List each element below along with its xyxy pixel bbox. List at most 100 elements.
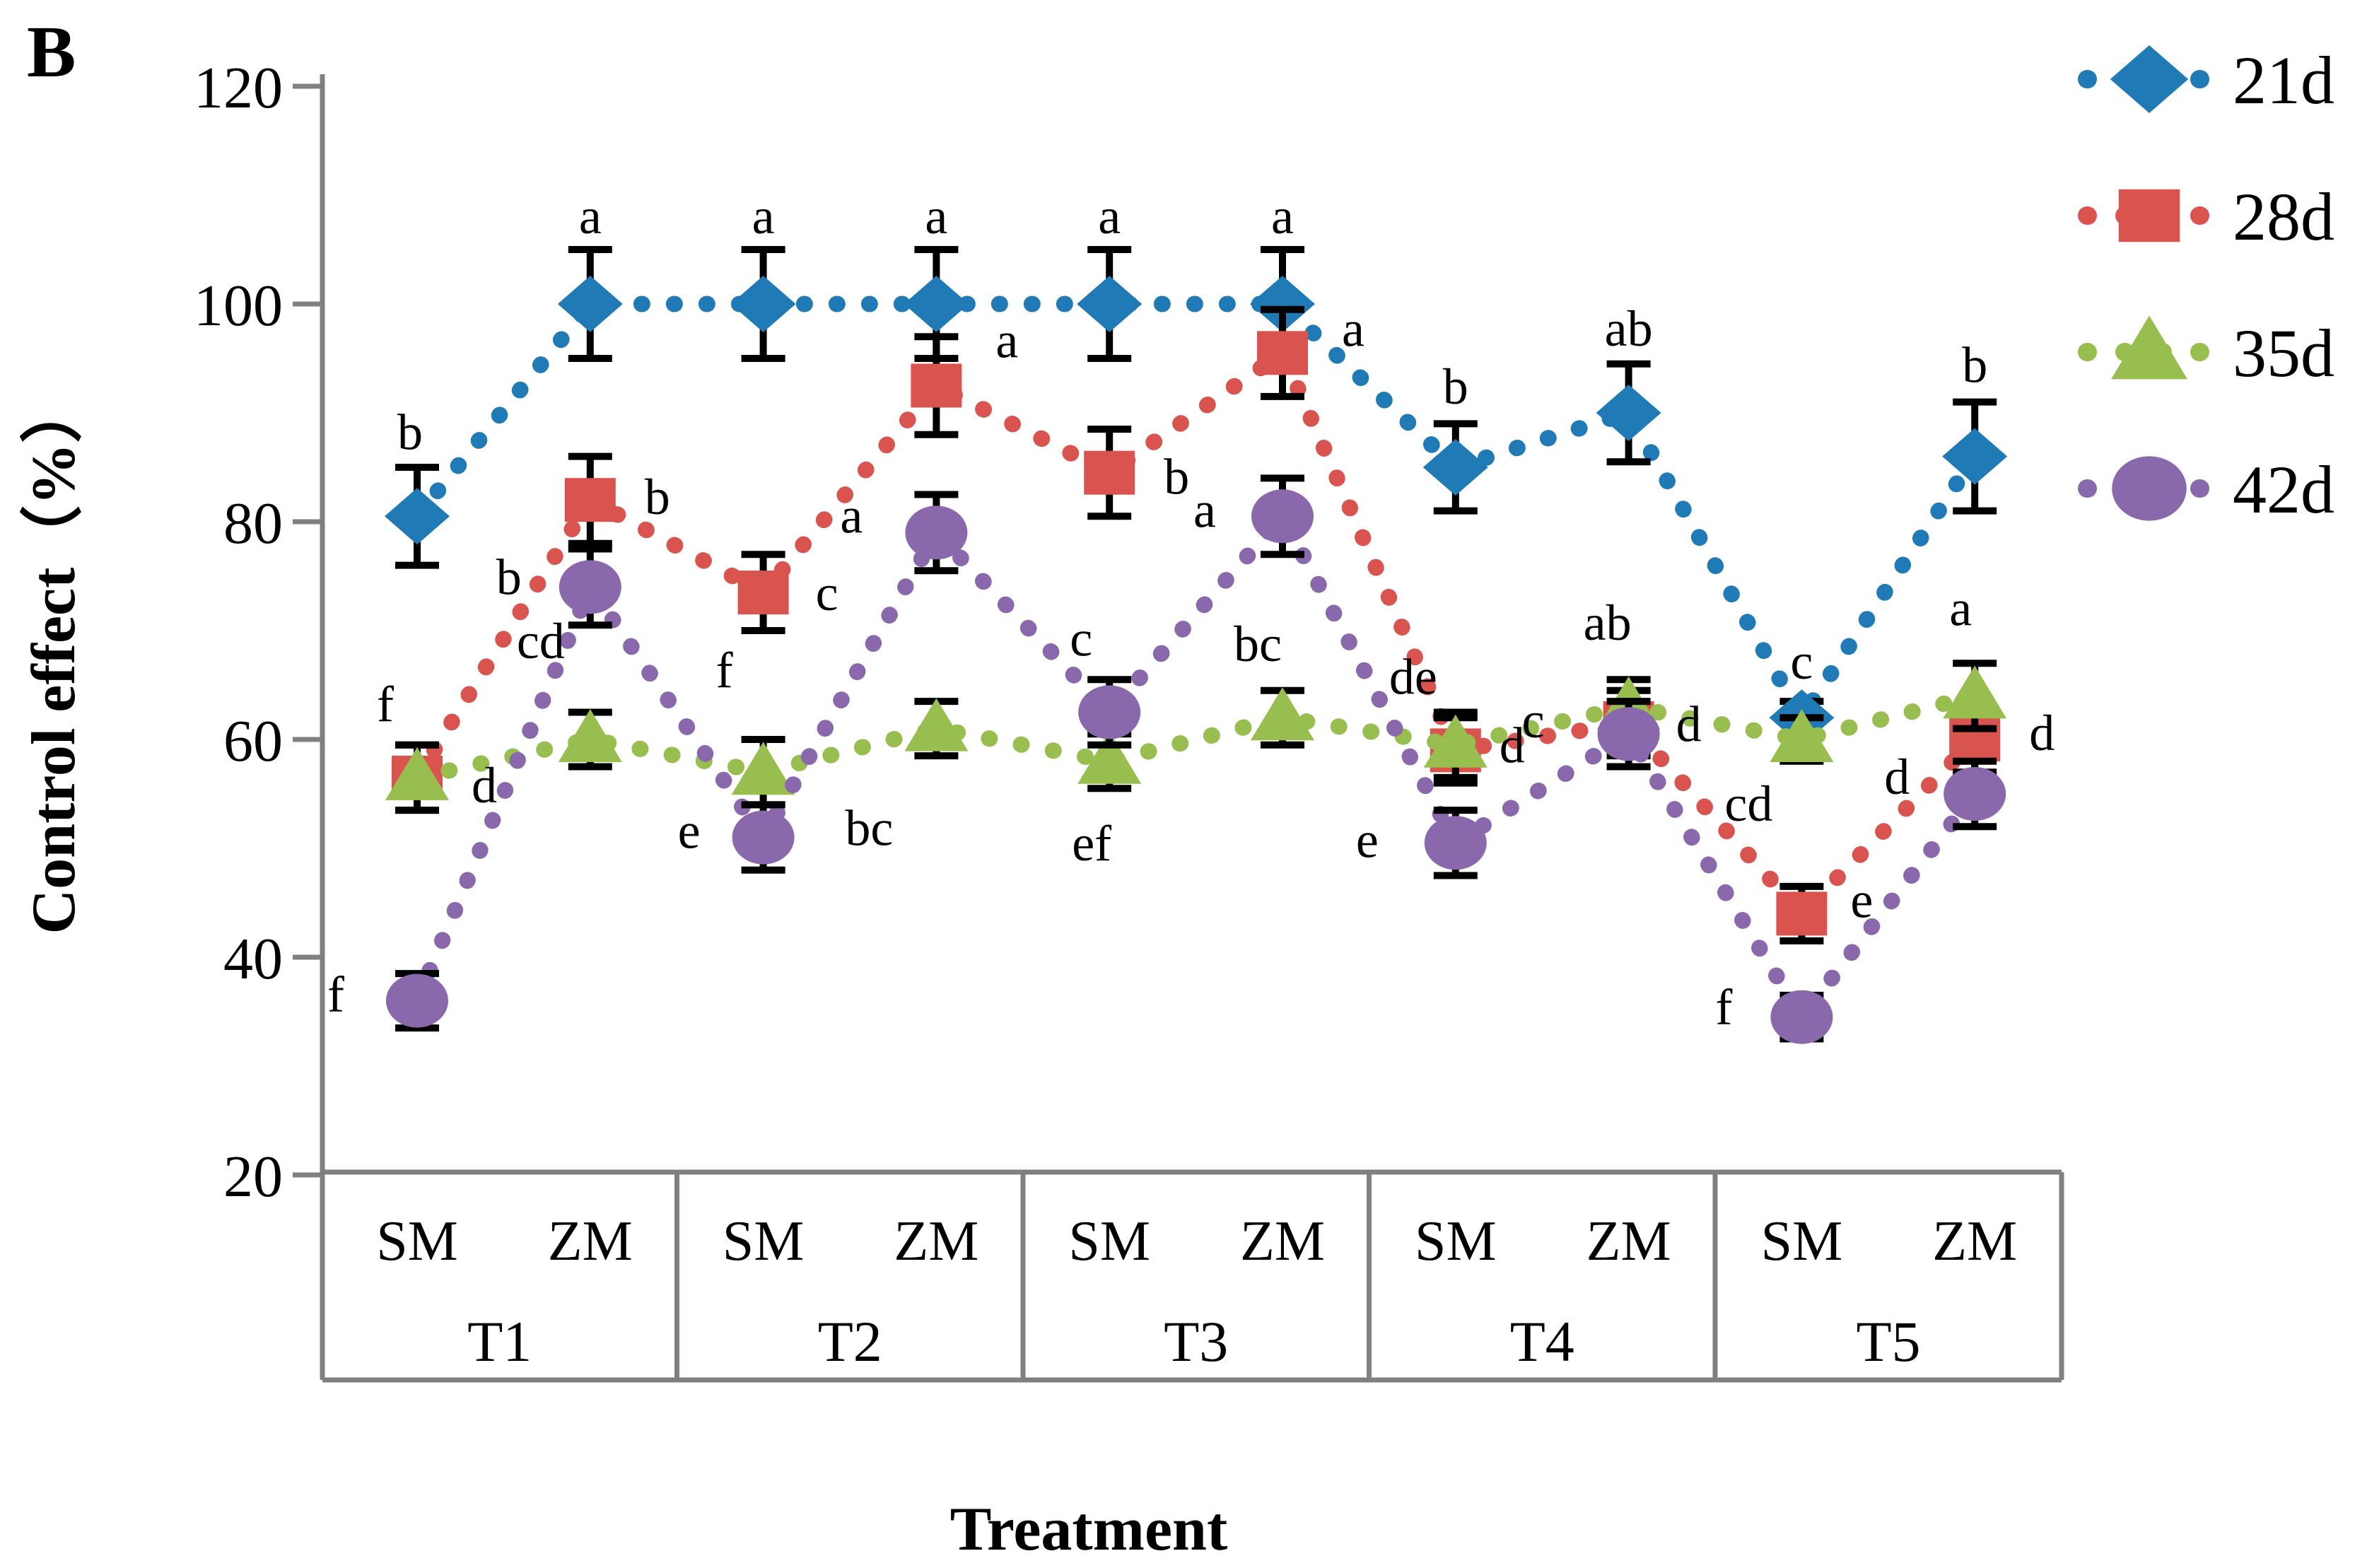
marker-42d-T4-ZM (1597, 707, 1660, 761)
y-tick-label: 60 (223, 708, 283, 774)
sig-letter-28d-T3-SM: b (1164, 449, 1189, 505)
legend: 21d 28d 35d 42d (2078, 42, 2334, 527)
series-35d (385, 660, 2007, 814)
sig-letter-21d-T3-ZM: a (1271, 188, 1294, 245)
treatment-group-label: T1 (467, 1309, 532, 1374)
sm-zm-label: SM (376, 1210, 458, 1272)
plot-area: 120 100 80 60 40 20 SM ZM SM ZM SM ZM SM ZM SM ZM T1 T2 T3… (194, 55, 2064, 1383)
marker-42d-T1-SM (386, 973, 448, 1028)
series-42d (386, 474, 2006, 1044)
series-line-35d (409, 687, 1983, 786)
marker-42d-T2-ZM (905, 505, 968, 560)
marker-42d-T3-SM (1078, 685, 1141, 739)
marker-35d-T3-ZM (1251, 687, 1314, 741)
sig-letter-42d-T5-ZM: d (1884, 749, 1910, 805)
series-21d (385, 246, 2008, 747)
sig-letter-42d-T5-SM: f (1715, 979, 1732, 1036)
sm-zm-label: ZM (1240, 1210, 1325, 1272)
sm-zm-label: SM (1761, 1210, 1843, 1272)
sig-letter-35d-T3-ZM: bc (1234, 616, 1282, 672)
marker-28d-T2-ZM (911, 363, 962, 408)
marker-35d-T1-ZM (558, 709, 622, 762)
series-line-28d (409, 340, 1983, 926)
marker-42d-T5-ZM (1944, 767, 2006, 821)
legend-marker-35d (2111, 315, 2187, 380)
sig-letter-42d-T4-ZM: d (1676, 696, 1702, 752)
treatment-group-label: T5 (1856, 1309, 1920, 1374)
marker-21d-T3-SM (1077, 276, 1142, 332)
sig-letter-28d-T5-SM: e (1850, 872, 1873, 928)
marker-35d-T3-SM (1077, 730, 1142, 784)
marker-21d-T3-ZM (1250, 276, 1315, 332)
sig-letter-28d-T2-ZM: a (995, 312, 1018, 369)
sig-letter-21d-T2-ZM: a (925, 188, 947, 245)
sm-zm-label: ZM (1586, 1210, 1671, 1272)
treatment-group-label: T4 (1510, 1309, 1574, 1374)
treatment-group-label: T2 (818, 1309, 882, 1374)
legend-item-28d: 28d (2078, 179, 2334, 254)
y-axis-title: Control effect（%） (20, 381, 88, 935)
marker-35d-T5-ZM (1943, 665, 2007, 719)
sig-letter-35d-T1-SM: d (472, 757, 497, 814)
marker-21d-T1-SM (385, 488, 450, 545)
sig-letter-35d-T2-ZM: bc (845, 800, 893, 857)
marker-21d-T2-ZM (904, 276, 969, 332)
y-tick-label: 100 (194, 273, 283, 339)
sm-zm-label: ZM (1932, 1210, 2017, 1272)
sig-letter-35d-T3-SM: ef (1072, 815, 1111, 872)
marker-35d-T2-SM (731, 742, 795, 795)
legend-label-42d: 42d (2233, 452, 2334, 527)
sig-letter-42d-T3-SM: c (1070, 611, 1092, 667)
marker-28d-T3-SM (1084, 450, 1135, 495)
marker-21d-T4-ZM (1596, 385, 1661, 441)
x-axis-title: Treatment (950, 1495, 1228, 1564)
sig-letter-21d-T1-SM: b (397, 404, 423, 460)
sig-letter-35d-T4-ZM: ab (1584, 595, 1632, 651)
sig-letter-42d-T4-SM: e (1356, 812, 1379, 868)
marker-35d-T4-SM (1423, 714, 1488, 768)
marker-21d-T1-ZM (557, 276, 623, 332)
treatment-group-label: T3 (1164, 1309, 1228, 1374)
legend-item-35d: 35d (2078, 315, 2334, 391)
legend-marker-42d (2112, 456, 2187, 521)
sig-letter-28d-T1-ZM: b (645, 469, 670, 525)
legend-item-21d: 21d (2078, 42, 2334, 118)
y-tick-label: 80 (223, 491, 283, 556)
legend-label-21d: 21d (2233, 42, 2334, 118)
sig-letter-42d-T1-SM: f (327, 966, 344, 1023)
sm-zm-label: SM (1415, 1210, 1497, 1272)
y-tick-label: 20 (223, 1144, 283, 1210)
sig-letter-28d-T1-SM: f (377, 676, 394, 732)
marker-28d-T3-ZM (1257, 331, 1308, 375)
marker-35d-T2-ZM (904, 698, 969, 751)
marker-42d-T5-SM (1770, 990, 1833, 1044)
sig-letter-35d-T5-SM: cd (1724, 776, 1772, 832)
y-tick-label: 120 (194, 55, 283, 121)
sig-letter-42d-T2-SM: e (678, 803, 701, 860)
marker-21d-T5-ZM (1942, 428, 2008, 485)
sm-zm-label: SM (1068, 1210, 1150, 1272)
series-line-21d (409, 296, 1983, 734)
sig-letter-35d-T1-ZM: cd (517, 613, 565, 669)
sig-letter-35d-T4-SM: d (1500, 718, 1525, 774)
marker-35d-T1-SM (385, 747, 449, 800)
marker-21d-T4-SM (1422, 439, 1488, 496)
sig-letter-28d-T4-ZM: c (1522, 692, 1545, 749)
sig-letter-28d-T5-ZM: d (2029, 705, 2055, 761)
marker-42d-T3-ZM (1251, 489, 1314, 544)
series-line-42d (409, 502, 1983, 1031)
legend-label-35d: 35d (2233, 315, 2334, 391)
sig-letter-21d-T1-ZM: a (579, 188, 602, 245)
sig-letter-21d-T4-SM: b (1443, 358, 1468, 415)
sig-letter-21d-T5-ZM: b (1962, 337, 1987, 394)
sig-letter-35d-T5-ZM: a (1949, 580, 1972, 636)
sig-letter-42d-T3-ZM: a (1193, 481, 1216, 538)
sig-letter-28d-T2-SM: c (816, 565, 838, 621)
series-28d (392, 305, 2001, 944)
marker-42d-T2-SM (732, 810, 795, 865)
legend-label-28d: 28d (2233, 179, 2334, 254)
sig-letter-21d-T5-SM: c (1790, 633, 1813, 690)
figure-label: B (27, 11, 76, 93)
marker-28d-T5-SM (1776, 891, 1828, 936)
